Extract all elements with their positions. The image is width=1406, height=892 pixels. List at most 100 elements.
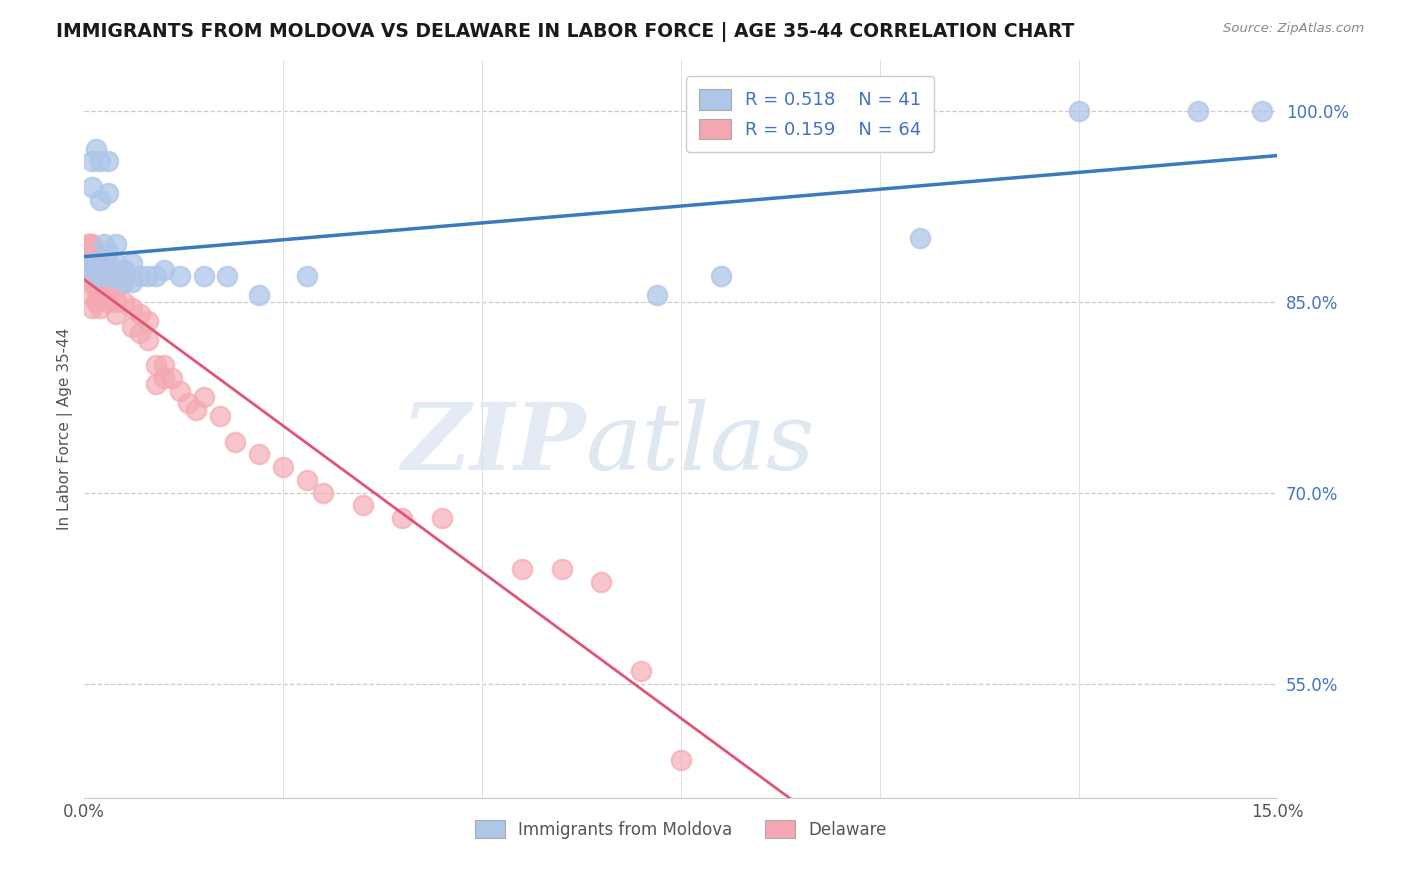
Point	[89, 301, 111, 315]
Point	[97, 282, 120, 296]
Point	[105, 237, 128, 252]
Point	[105, 268, 128, 283]
Point	[710, 268, 733, 283]
Point	[84, 256, 107, 270]
Point	[82, 262, 104, 277]
Point	[97, 186, 120, 201]
Point	[1067, 103, 1090, 118]
Point	[89, 268, 111, 283]
Point	[105, 307, 128, 321]
Point	[112, 262, 135, 277]
Point	[112, 268, 135, 283]
Point	[101, 262, 124, 277]
Point	[1187, 103, 1209, 118]
Point	[97, 262, 120, 277]
Point	[153, 262, 176, 277]
Point	[121, 276, 143, 290]
Point	[160, 371, 183, 385]
Point	[247, 447, 270, 461]
Point	[84, 268, 107, 283]
Point	[271, 460, 294, 475]
Point	[112, 262, 135, 277]
Legend: Immigrants from Moldova, Delaware: Immigrants from Moldova, Delaware	[468, 814, 894, 846]
Point	[82, 154, 104, 169]
Point	[97, 256, 120, 270]
Point	[93, 262, 115, 277]
Point	[145, 268, 167, 283]
Point	[105, 256, 128, 270]
Point	[295, 268, 318, 283]
Point	[550, 562, 572, 576]
Point	[77, 237, 100, 252]
Text: Source: ZipAtlas.com: Source: ZipAtlas.com	[1223, 22, 1364, 36]
Point	[89, 193, 111, 207]
Point	[247, 288, 270, 302]
Point	[136, 313, 159, 327]
Point	[93, 276, 115, 290]
Point	[77, 262, 100, 277]
Point	[79, 237, 101, 252]
Point	[432, 511, 454, 525]
Point	[145, 358, 167, 372]
Point	[169, 384, 191, 398]
Point	[121, 256, 143, 270]
Point	[136, 333, 159, 347]
Point	[82, 237, 104, 252]
Point	[153, 371, 176, 385]
Point	[217, 268, 239, 283]
Point	[83, 256, 105, 270]
Text: IMMIGRANTS FROM MOLDOVA VS DELAWARE IN LABOR FORCE | AGE 35-44 CORRELATION CHART: IMMIGRANTS FROM MOLDOVA VS DELAWARE IN L…	[56, 22, 1074, 42]
Point	[101, 268, 124, 283]
Point	[89, 250, 111, 264]
Point	[84, 142, 107, 156]
Point	[169, 268, 191, 283]
Point	[184, 402, 207, 417]
Point	[121, 320, 143, 334]
Point	[89, 154, 111, 169]
Point	[97, 294, 120, 309]
Point	[82, 288, 104, 302]
Point	[121, 301, 143, 315]
Point	[101, 268, 124, 283]
Point	[76, 256, 98, 270]
Point	[93, 237, 115, 252]
Point	[105, 268, 128, 283]
Point	[630, 664, 652, 678]
Point	[112, 276, 135, 290]
Point	[93, 268, 115, 283]
Point	[193, 268, 215, 283]
Point	[105, 282, 128, 296]
Point	[112, 276, 135, 290]
Point	[75, 256, 97, 270]
Point	[129, 307, 152, 321]
Point	[129, 326, 152, 341]
Point	[908, 231, 931, 245]
Point	[145, 377, 167, 392]
Point	[669, 753, 692, 767]
Point	[82, 256, 104, 270]
Point	[153, 358, 176, 372]
Point	[1250, 103, 1272, 118]
Point	[84, 282, 107, 296]
Point	[82, 180, 104, 194]
Point	[84, 256, 107, 270]
Point	[82, 301, 104, 315]
Point	[208, 409, 231, 424]
Point	[79, 256, 101, 270]
Point	[82, 276, 104, 290]
Point	[295, 473, 318, 487]
Point	[89, 262, 111, 277]
Point	[510, 562, 533, 576]
Point	[89, 288, 111, 302]
Point	[136, 268, 159, 283]
Point	[97, 244, 120, 258]
Point	[105, 294, 128, 309]
Point	[84, 294, 107, 309]
Text: ZIP: ZIP	[401, 399, 585, 489]
Point	[112, 294, 135, 309]
Text: atlas: atlas	[585, 399, 815, 489]
Point	[352, 498, 374, 512]
Point	[391, 511, 413, 525]
Point	[83, 268, 105, 283]
Point	[177, 396, 200, 410]
